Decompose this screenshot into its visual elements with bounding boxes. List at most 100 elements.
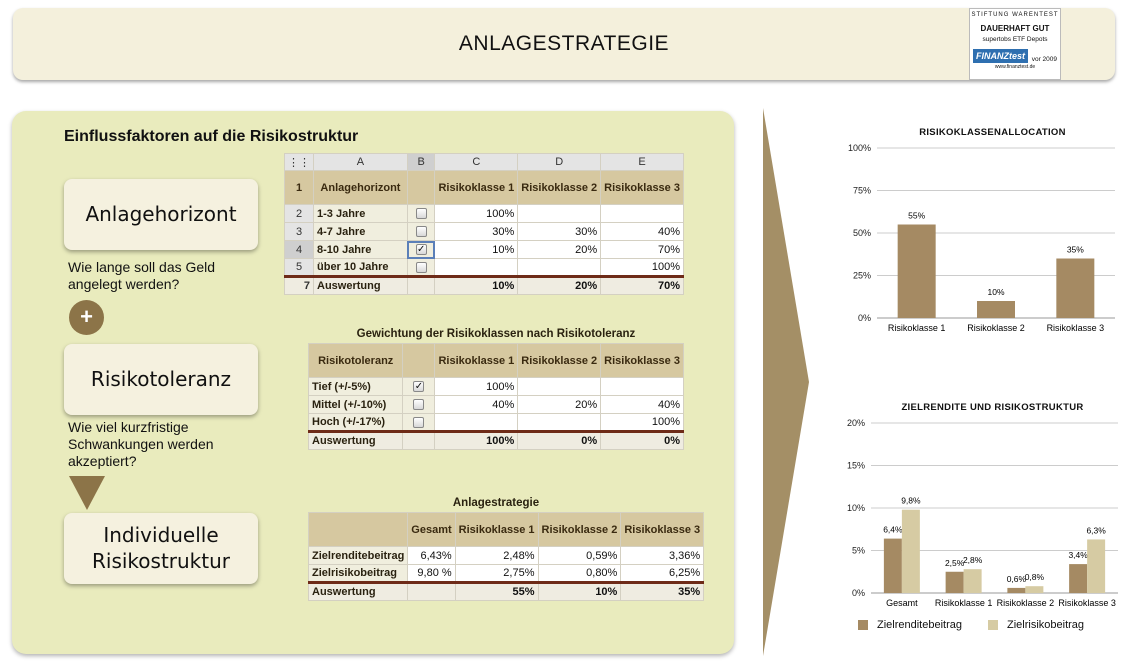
checkbox[interactable] [413,416,425,428]
value-cell[interactable] [600,204,684,223]
header-cell[interactable]: Risikoklasse 2 [517,170,602,205]
checkbox-cell[interactable] [406,222,436,241]
value-cell[interactable]: 30% [434,222,519,241]
risikotoleranz-table: Risikotoleranz Risikoklasse 1 Risikoklas… [307,343,684,450]
row-label[interactable]: über 10 Jahre [313,258,408,277]
value-cell[interactable]: 100% [434,377,519,396]
row-label[interactable]: 8-10 Jahre [313,240,408,259]
value-cell[interactable]: 30% [517,222,602,241]
header-cell[interactable]: Risikotoleranz [307,343,404,378]
checkbox-checked[interactable]: ✓ [413,381,425,393]
header-cell[interactable]: Anlagehorizont [313,170,408,205]
row-number[interactable]: 4 [284,240,314,259]
value-cell[interactable] [434,413,519,432]
grid-corner[interactable]: ⋮⋮ [284,153,314,171]
row-number[interactable]: 1 [284,170,314,205]
checkbox-cell[interactable]: ✓ [406,240,436,259]
x-tick-label: Risikoklasse 3 [1047,323,1105,333]
value-cell[interactable] [517,204,602,223]
header-cell[interactable]: Risikoklasse 3 [600,343,684,378]
value-cell[interactable]: 100% [600,258,684,277]
checkbox[interactable] [415,208,427,220]
badge-rating: DAUERHAFT GUT [980,24,1050,33]
x-tick-label: Gesamt [886,598,918,608]
value-cell[interactable]: 6,43% [407,546,456,565]
row-label[interactable]: Mittel (+/-10%) [307,395,404,414]
header-cell[interactable]: Risikoklasse 2 [537,512,622,547]
header-cell[interactable] [402,343,436,378]
value-cell[interactable]: 40% [434,395,519,414]
value-cell[interactable]: 70% [600,240,684,259]
value-cell[interactable] [434,258,519,277]
row-label[interactable]: 4-7 Jahre [313,222,408,241]
value-cell[interactable]: 10% [434,240,519,259]
total-cell: 70% [600,275,684,295]
card-individuelle-risikostruktur[interactable]: Individuelle Risikostruktur [64,513,258,584]
question-anlagehorizont: Wie lange soll das Geld angelegt werden? [68,259,216,292]
row-label[interactable]: Tief (+/-5%) [307,377,404,396]
header-cell[interactable]: Risikoklasse 2 [517,343,602,378]
header-cell[interactable]: Risikoklasse 3 [620,512,705,547]
header-cell[interactable]: Risikoklasse 1 [434,343,519,378]
header-cell[interactable]: Risikoklasse 3 [600,170,684,205]
checkbox-checked[interactable]: ✓ [415,244,427,256]
panel-title: Einflussfaktoren auf die Risikostruktur [64,128,359,145]
col-header-c[interactable]: C [434,153,519,171]
checkbox-cell[interactable] [406,204,436,223]
value-cell[interactable]: 100% [600,413,684,432]
checkbox-cell[interactable]: ✓ [402,377,436,396]
value-cell[interactable] [517,377,602,396]
value-cell[interactable]: 3,36% [620,546,705,565]
row-label[interactable]: Zielrenditebeitrag [307,546,409,565]
card-risikotoleranz[interactable]: Risikotoleranz [64,344,258,415]
checkbox[interactable] [415,261,427,273]
row-number[interactable]: 3 [284,222,314,241]
value-cell[interactable]: 9,80 % [407,564,456,583]
value-cell[interactable] [517,413,602,432]
total-cell [407,581,456,601]
y-tick-label: 0% [858,313,871,323]
y-tick-label: 100% [848,143,871,153]
value-cell[interactable]: 0,80% [537,564,622,583]
value-cell[interactable]: 0,59% [537,546,622,565]
value-cell[interactable]: 20% [517,240,602,259]
col-header-d[interactable]: D [517,153,602,171]
value-cell[interactable]: 2,75% [454,564,539,583]
table-row: Mittel (+/-10%) 40% 20% 40% [307,395,684,414]
row-number[interactable]: 7 [284,275,314,295]
y-tick-label: 50% [853,228,871,238]
row-label[interactable]: Hoch (+/-17%) [307,413,404,432]
value-cell[interactable]: 40% [600,222,684,241]
legend-swatch-2 [988,620,998,630]
card-anlagehorizont[interactable]: Anlagehorizont [64,179,258,250]
badge-org: STIFTUNG WARENTEST [971,12,1059,18]
checkbox-cell[interactable] [402,413,436,432]
value-cell[interactable] [517,258,602,277]
row-number[interactable]: 5 [284,258,314,277]
col-header-b[interactable]: B [406,153,436,171]
checkbox-cell[interactable] [406,258,436,277]
anlagestrategie-table: Gesamt Risikoklasse 1 Risikoklasse 2 Ris… [307,512,705,601]
checkbox[interactable] [415,226,427,238]
value-cell[interactable]: 40% [600,395,684,414]
bar [901,509,920,593]
row-label[interactable]: 1-3 Jahre [313,204,408,223]
col-header-a[interactable]: A [313,153,408,171]
header-cell[interactable] [307,512,409,547]
col-header-e[interactable]: E [600,153,684,171]
header-cell[interactable]: Gesamt [407,512,456,547]
header-cell[interactable] [406,170,436,205]
row-number[interactable]: 2 [284,204,314,223]
value-cell[interactable]: 6,25% [620,564,705,583]
header-cell[interactable]: Risikoklasse 1 [454,512,539,547]
checkbox[interactable] [413,399,425,411]
row-label[interactable]: Zielrisikobeitrag [307,564,409,583]
checkbox-cell[interactable] [402,395,436,414]
x-tick-label: Risikoklasse 3 [1058,598,1116,608]
header-cell[interactable]: Risikoklasse 1 [434,170,519,205]
value-cell[interactable]: 2,48% [454,546,539,565]
value-cell[interactable] [600,377,684,396]
value-cell[interactable]: 20% [517,395,602,414]
bar [883,538,902,593]
value-cell[interactable]: 100% [434,204,519,223]
